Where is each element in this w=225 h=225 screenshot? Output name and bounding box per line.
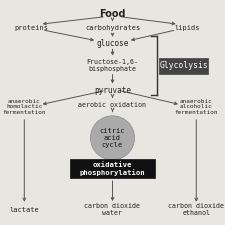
FancyBboxPatch shape: [70, 159, 155, 178]
Text: Glycolysis: Glycolysis: [159, 61, 208, 70]
Text: carbon dioxide
ethanol: carbon dioxide ethanol: [168, 203, 224, 216]
Text: lactate: lactate: [9, 207, 39, 213]
Text: oxidative
phosphorylation: oxidative phosphorylation: [80, 162, 145, 176]
FancyBboxPatch shape: [159, 58, 208, 74]
Text: pyruvate: pyruvate: [94, 86, 131, 95]
Text: anaerobic
alcoholic
fermentation: anaerobic alcoholic fermentation: [175, 99, 218, 115]
Text: citric
acid
cycle: citric acid cycle: [100, 128, 125, 148]
Text: carbon dioxide
water: carbon dioxide water: [85, 203, 140, 216]
Circle shape: [90, 116, 135, 160]
Text: lipids: lipids: [175, 25, 200, 31]
Text: carbohydrates: carbohydrates: [85, 25, 140, 31]
Text: Fructose-1,6-
bisphosphate: Fructose-1,6- bisphosphate: [86, 58, 139, 72]
Text: proteins: proteins: [14, 25, 48, 31]
Text: anaerobic
homolactic
fermentation: anaerobic homolactic fermentation: [2, 99, 46, 115]
Text: Food: Food: [99, 9, 126, 19]
Text: glucose: glucose: [96, 38, 129, 47]
Text: aerobic oxidation: aerobic oxidation: [79, 102, 146, 108]
